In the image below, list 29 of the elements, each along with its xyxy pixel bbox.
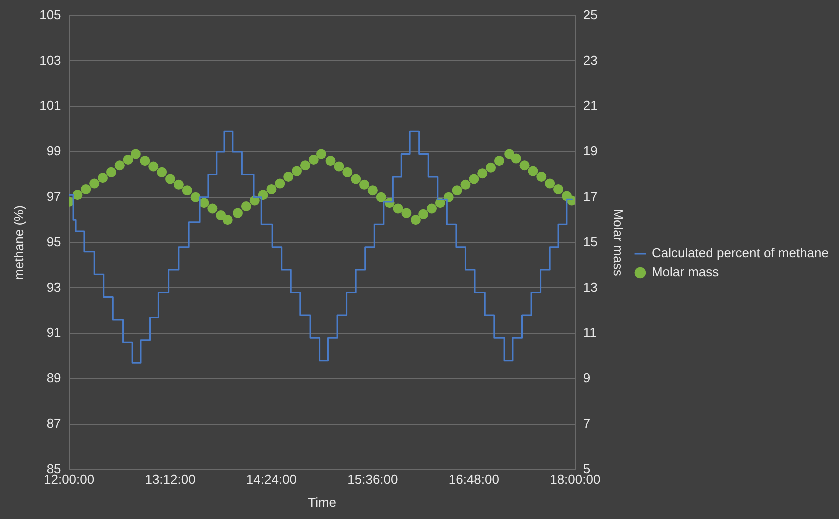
y-tick-label: 99	[46, 144, 62, 159]
y-tick-label: 89	[46, 370, 62, 386]
y2-tick-label: 7	[583, 416, 591, 431]
y2-axis-title: Molar mass	[611, 209, 626, 277]
x-tick-label: 13:12:00	[145, 472, 196, 488]
x-tick-label: 14:24:00	[246, 472, 298, 488]
y-tick-label: 93	[46, 280, 62, 295]
y-tick-label: 103	[40, 52, 62, 68]
y2-tick-label: 15	[583, 234, 598, 250]
x-axis-title: Time	[308, 494, 337, 510]
y-axis-title: methane (%)	[11, 206, 26, 280]
y2-tick-label: 11	[583, 325, 597, 340]
y2-tick-label: 25	[583, 7, 598, 22]
y-tick-label: 101	[40, 98, 62, 114]
y-tick-label: 91	[46, 325, 62, 340]
y-tick-label: 87	[46, 416, 62, 431]
y2-tick-label: 21	[583, 98, 598, 114]
y2-tick-label: 17	[583, 188, 598, 204]
y-tick-label: 97	[46, 188, 62, 204]
y-tick-label: 95	[46, 234, 62, 250]
x-tick-label: 16:48:00	[448, 472, 500, 488]
y-tick-label: 105	[40, 7, 62, 22]
y2-tick-label: 19	[583, 144, 598, 159]
y2-tick-label: 9	[583, 370, 591, 386]
legend-label: Molar mass	[652, 264, 720, 280]
legend-label: Calculated percent of methane	[652, 246, 830, 261]
x-tick-label: 15:36:00	[348, 472, 398, 488]
y2-tick-label: 23	[583, 52, 598, 68]
y2-tick-label: 13	[583, 280, 598, 295]
